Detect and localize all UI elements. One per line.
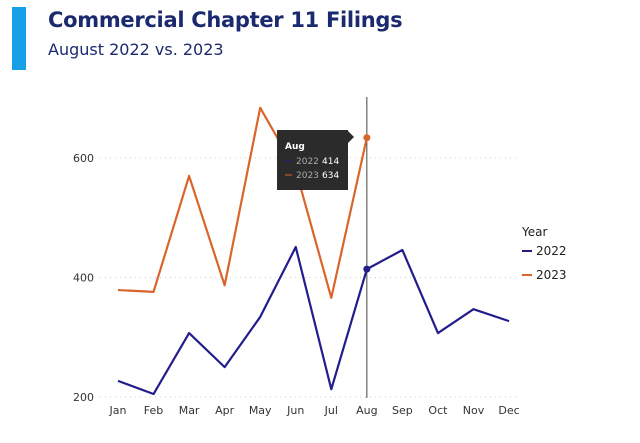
y-tick-label: 200: [73, 391, 94, 404]
x-tick-label: Nov: [463, 404, 485, 417]
tooltip-title: Aug: [285, 142, 305, 152]
x-tick-label: Aug: [356, 404, 377, 417]
data-point-2022-Aug: [363, 265, 371, 273]
x-tick-label: Jun: [286, 404, 304, 417]
tooltip-pointer: [348, 131, 354, 143]
x-tick-label: Apr: [215, 404, 235, 417]
tooltip-value-2023: 634: [322, 171, 339, 181]
legend-label-2023: 2023: [536, 268, 567, 282]
page-title: Commercial Chapter 11 Filings: [48, 8, 403, 32]
y-tick-label: 600: [73, 152, 94, 165]
x-tick-label: May: [249, 404, 272, 417]
series-line-2022: [117, 245, 510, 396]
title-accent-bar: [12, 7, 26, 70]
x-tick-label: Mar: [179, 404, 200, 417]
series-line-2023: [117, 106, 368, 299]
x-tick-label: Jul: [324, 404, 338, 417]
page-subtitle: August 2022 vs. 2023: [48, 40, 224, 59]
x-tick-label: Sep: [392, 404, 413, 417]
x-tick-label: Jan: [109, 404, 127, 417]
y-tick-label: 400: [73, 272, 94, 285]
x-tick-label: Dec: [498, 404, 519, 417]
legend-label-2022: 2022: [536, 244, 567, 258]
x-tick-label: Feb: [144, 404, 163, 417]
data-point-2023-Aug: [363, 134, 371, 142]
x-tick-label: Oct: [428, 404, 448, 417]
tooltip-box: [277, 130, 348, 190]
legend-title: Year: [521, 225, 547, 239]
tooltip-series-2022: 2022: [296, 157, 319, 167]
tooltip-value-2022: 414: [322, 157, 339, 167]
tooltip-series-2023: 2023: [296, 171, 319, 181]
